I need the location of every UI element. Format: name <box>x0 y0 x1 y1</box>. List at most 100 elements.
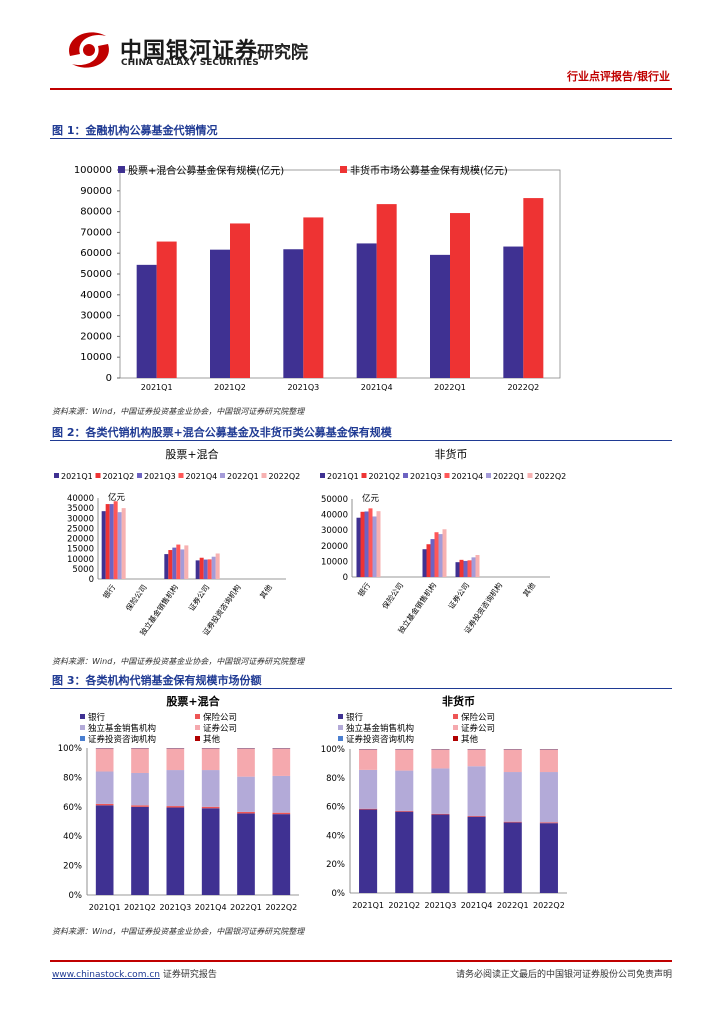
fig1-bar-2022Q1-s1 <box>430 254 450 378</box>
fig1-bar-2022Q1-s2 <box>450 213 470 378</box>
header-rule <box>50 88 672 90</box>
svg-fig3b-segment-2021Q1 <box>359 809 378 893</box>
svg-fig3a-segment-2021Q4 <box>201 748 220 771</box>
fig1-ytick-label: 90000 <box>80 186 112 197</box>
svg-fig3a-segment-2021Q4 <box>201 806 220 809</box>
svg-fig3b-xtick-label: 2021Q1 <box>352 901 384 910</box>
svg-fig3b-legend-swatch <box>453 736 458 741</box>
footer-url[interactable]: www.chinastock.com.cn <box>52 970 160 980</box>
svg-fig2a-ytick-label: 15000 <box>67 545 94 555</box>
svg-fig2b-legend-label: 2021Q4 <box>452 472 484 481</box>
svg-fig2b-bar <box>434 532 439 577</box>
fig1-legend-label-1: 股票+混合公募基金保有规模(亿元) <box>128 164 284 177</box>
svg-fig2a-xtick-label: 银行 <box>101 582 118 600</box>
svg-fig3b-segment-2021Q1 <box>359 808 378 810</box>
fig1-source: 资料来源：Wind，中国证券投资基金业协会，中国银河证券研究院整理 <box>52 407 305 416</box>
fig1-title-rule <box>50 138 672 139</box>
svg-fig2a-ytick-label: 25000 <box>67 524 94 534</box>
svg-fig2b-xtick-label: 其他 <box>520 580 537 598</box>
fig1-plot-frame <box>119 169 561 379</box>
fig1-bar-2021Q2-s2 <box>230 223 250 378</box>
svg-fig3a-xtick-label: 2022Q1 <box>230 903 262 912</box>
fig1-xtick-label: 2021Q1 <box>141 383 173 392</box>
svg-fig2a-xtick-label: 其他 <box>257 582 274 600</box>
svg-fig2b-xtick-label: 证券公司 <box>446 580 471 610</box>
svg-fig2b-legend-swatch <box>320 473 325 478</box>
svg-fig2a-bar <box>215 553 220 579</box>
fig1-bar-2022Q2-s1 <box>503 246 524 378</box>
svg-fig2a-bar <box>199 557 204 579</box>
fig1-bar-2021Q1-s2 <box>156 241 177 378</box>
svg-fig3b-legend-swatch <box>453 714 458 719</box>
svg-fig3a-segment-2021Q3 <box>166 807 185 895</box>
svg-fig3a-xtick-label: 2021Q3 <box>159 903 191 912</box>
svg-fig3a-legend-label: 证券公司 <box>203 723 237 734</box>
svg-fig2b-bar <box>438 534 443 577</box>
svg-fig2b-ytick-label: 40000 <box>321 511 348 521</box>
svg-fig3a-legend-swatch <box>80 736 85 741</box>
fig1-xtick-label: 2021Q3 <box>287 383 319 392</box>
svg-fig3a-legend-swatch <box>195 736 200 741</box>
svg-fig2b-bar <box>475 555 480 577</box>
svg-fig3a-segment-2021Q3 <box>166 806 185 808</box>
institute-label: 研究院 <box>257 43 308 63</box>
svg-fig2b-bar <box>459 559 464 577</box>
svg-fig3a-segment-2021Q2 <box>131 806 149 895</box>
svg-fig3b-segment-2021Q3 <box>431 768 450 814</box>
svg-fig3b-segment-2021Q4 <box>467 749 486 767</box>
svg-fig2a-bar <box>195 560 200 579</box>
svg-fig3b-ytick-label: 60% <box>326 803 345 813</box>
fig1-bar-2021Q1-s1 <box>136 264 157 378</box>
svg-fig2b-title: 非货币 <box>435 447 468 461</box>
fig1-ytick-label: 100000 <box>74 165 112 176</box>
svg-fig3b-segment-2021Q2 <box>395 749 414 771</box>
footer-left: www.chinastock.com.cn 证券研究报告 <box>52 967 217 980</box>
svg-fig2a-bar <box>172 547 177 579</box>
svg-fig2b-legend-label: 2021Q2 <box>369 472 401 481</box>
fig1-chart: 0 10000 20000 30000 40000 50000 60000 70000 8000… <box>74 164 561 392</box>
footer-disclaimer: 请务必阅读正文最后的中国银河证券股份公司免责声明 <box>455 970 672 980</box>
svg-fig3b-segment-2022Q1 <box>503 822 522 893</box>
svg-fig2b-ytick-label: 0 <box>343 573 348 583</box>
fig1-ytick-label: 0 <box>106 373 112 384</box>
svg-fig2b-xtick-label: 银行 <box>355 580 372 598</box>
report-category: 行业点评报告/银行业 <box>566 70 670 83</box>
fig1-xtick-label: 2022Q1 <box>434 383 466 392</box>
fig1-bar-2021Q4-s1 <box>356 243 377 378</box>
svg-fig3a-legend-swatch <box>195 725 200 730</box>
svg-fig2a-bar <box>203 559 208 579</box>
svg-fig2a-legend-label: 2022Q2 <box>269 472 301 481</box>
fig2-title-rule <box>50 440 672 441</box>
svg-fig3a-segment-2022Q2 <box>272 775 291 813</box>
fig1-xtick-label: 2021Q4 <box>361 383 393 392</box>
fig1-legend-label-2: 非货币市场公募基金保有规模(亿元) <box>350 164 508 177</box>
svg-fig3a-segment-2022Q2 <box>272 812 291 815</box>
svg-fig2b-bar <box>442 529 447 577</box>
svg-fig2b-ytick-label: 30000 <box>321 526 348 536</box>
fig1-ytick-label: 70000 <box>80 227 112 238</box>
svg-fig2b-legend-swatch <box>444 473 450 478</box>
svg-fig3b-segment-2021Q4 <box>467 816 486 893</box>
svg-fig2b-bar <box>422 549 427 577</box>
fig1-ytick-label: 50000 <box>80 269 112 280</box>
svg-fig3b-xtick-label: 2021Q2 <box>388 901 420 910</box>
svg-fig2a-xtick-label: 证券公司 <box>186 582 211 612</box>
svg-fig3b-segment-2021Q4 <box>467 815 486 817</box>
svg-fig3a-segment-2021Q4 <box>201 808 220 895</box>
svg-fig2a-bar <box>121 508 126 579</box>
svg-fig2a-legend-label: 2021Q1 <box>61 472 93 481</box>
fig1-legend-swatch-1 <box>118 166 125 173</box>
fig1-xtick-label: 2021Q2 <box>214 383 246 392</box>
svg-fig2a-title: 股票+混合 <box>165 447 218 461</box>
svg-fig3a-segment-2021Q3 <box>166 770 185 807</box>
fig3-source: 资料来源：Wind，中国证券投资基金业协会，中国银河证券研究院整理 <box>52 927 305 936</box>
fig2-right-chart: 非货币 2021Q1 2021Q2 2021Q3 2021Q4 2022Q1 2022Q2 0… <box>320 447 567 635</box>
svg-fig3a-ytick-label: 80% <box>63 773 82 783</box>
fig3-title-rule <box>50 688 672 689</box>
svg-fig3b-legend-label: 独立基金销售机构 <box>346 723 414 734</box>
svg-fig2a-unit: 亿元 <box>108 492 126 503</box>
svg-fig2a-legend-swatch <box>137 473 142 478</box>
svg-fig2a-legend-swatch <box>95 473 101 478</box>
svg-fig2b-legend-label: 2022Q2 <box>535 472 567 481</box>
svg-fig3b-segment-2021Q2 <box>395 810 414 812</box>
